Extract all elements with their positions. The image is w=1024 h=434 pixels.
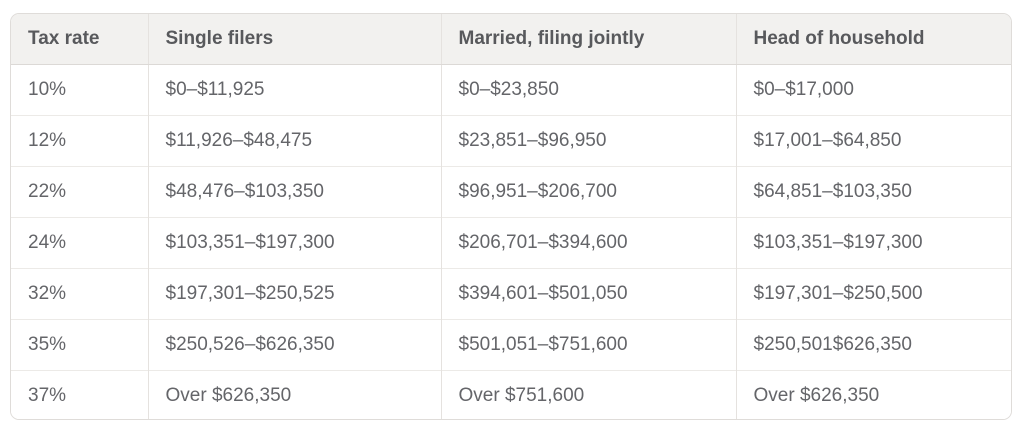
table-cell: Over $626,350 [735,369,1011,419]
table-cell: 24% [11,216,148,268]
table-cell: $64,851–$103,350 [735,165,1011,217]
tax-brackets-table: Tax rate Single filers Married, filing joi… [11,14,1011,419]
table-cell: 35% [11,318,148,370]
table-row: 32% $197,301–$250,525 $394,601–$501,050 $19… [11,267,1011,319]
header-cell: Single filers [147,14,441,65]
table-cell: $103,351–$197,300 [735,216,1011,268]
table-cell: $96,951–$206,700 [440,165,736,217]
header-cell: Married, filing jointly [440,14,736,65]
table-cell: 32% [11,267,148,319]
table-cell: $394,601–$501,050 [440,267,736,319]
table-cell: $250,501$626,350 [735,318,1011,370]
table-cell: $197,301–$250,500 [735,267,1011,319]
table-header: Tax rate Single filers Married, filing joi… [11,14,1011,65]
table-body: 10% $0–$11,925 $0–$23,850 $0–$17,000 12% $11,… [11,64,1011,419]
table-cell: $103,351–$197,300 [147,216,441,268]
table-row: 24% $103,351–$197,300 $206,701–$394,600 $10… [11,216,1011,268]
table-cell: 12% [11,114,148,166]
table-row: 10% $0–$11,925 $0–$23,850 $0–$17,000 [11,64,1011,115]
table-cell: 22% [11,165,148,217]
table-row: 22% $48,476–$103,350 $96,951–$206,700 $64,8… [11,165,1011,217]
table-cell: $48,476–$103,350 [147,165,441,217]
table-cell: $0–$23,850 [440,64,736,115]
table-cell: $501,051–$751,600 [440,318,736,370]
table-cell: $197,301–$250,525 [147,267,441,319]
header-cell: Tax rate [11,14,148,65]
table-cell: 10% [11,64,148,115]
table-cell: $250,526–$626,350 [147,318,441,370]
table-row: 35% $250,526–$626,350 $501,051–$751,600 $25… [11,318,1011,370]
table-cell: 37% [11,369,148,419]
table-cell: Over $751,600 [440,369,736,419]
table-cell: Over $626,350 [147,369,441,419]
table-cell: $0–$11,925 [147,64,441,115]
table-cell: $17,001–$64,850 [735,114,1011,166]
table-cell: $206,701–$394,600 [440,216,736,268]
table-cell: $11,926–$48,475 [147,114,441,166]
header-row: Tax rate Single filers Married, filing joi… [11,14,1011,65]
header-cell: Head of household [735,14,1011,65]
table-row: 37% Over $626,350 Over $751,600 Over $626,3… [11,369,1011,419]
table-cell: $0–$17,000 [735,64,1011,115]
tax-brackets-table-card: Tax rate Single filers Married, filing joi… [10,13,1012,420]
table-row: 12% $11,926–$48,475 $23,851–$96,950 $17,001… [11,114,1011,166]
table-cell: $23,851–$96,950 [440,114,736,166]
